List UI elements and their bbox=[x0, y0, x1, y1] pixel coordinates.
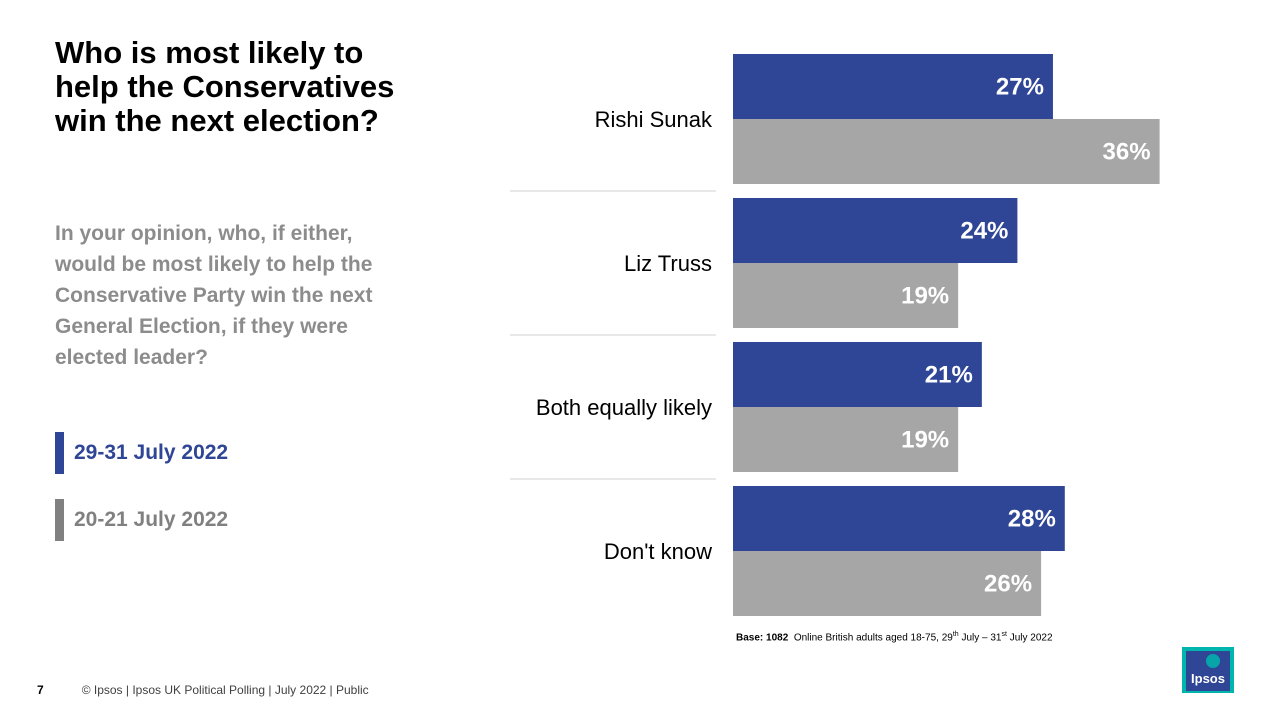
data-label-liz-truss-series-2: 19% bbox=[901, 283, 949, 310]
legend-label-recent: 29-31 July 2022 bbox=[74, 441, 229, 464]
bar-rishi-sunak-series-1 bbox=[733, 54, 1053, 119]
bar-liz-truss-series-1 bbox=[733, 198, 1018, 263]
logo-dot bbox=[1206, 654, 1220, 668]
bar-don-t-know-series-2 bbox=[733, 551, 1042, 616]
page-number: 7 bbox=[37, 683, 44, 697]
legend-item-recent: 29-31 July 2022 bbox=[55, 432, 228, 474]
data-label-rishi-sunak-series-1: 27% bbox=[996, 74, 1044, 101]
survey-question: In your opinion, who, if either, would b… bbox=[55, 222, 373, 369]
legend-swatch-previous bbox=[55, 499, 64, 541]
base-sup-1: th bbox=[952, 631, 959, 638]
base-note: Base: 1082 Online British adults aged 18… bbox=[736, 631, 1053, 643]
category-label-liz-truss: Liz Truss bbox=[624, 251, 712, 276]
bar-chart: Rishi Sunak 27% 36% Liz Truss 24% 19% Both equ… bbox=[510, 54, 1160, 616]
category-label-don-t-know: Don't know bbox=[604, 539, 712, 564]
ipsos-logo: Ipsos bbox=[1182, 647, 1234, 693]
base-label: Base: 1082 bbox=[736, 632, 789, 644]
data-label-both-equally-likely-series-1: 21% bbox=[925, 362, 973, 389]
bar-both-equally-likely-series-1 bbox=[733, 342, 982, 407]
base-text-1: Online British adults aged 18-75, 29 bbox=[793, 632, 953, 644]
legend-item-previous: 20-21 July 2022 bbox=[55, 499, 228, 541]
bar-liz-truss-series-2 bbox=[733, 263, 959, 328]
base-text-3: July 2022 bbox=[1006, 632, 1053, 644]
legend-label-previous: 20-21 July 2022 bbox=[74, 508, 229, 531]
category-label-rishi-sunak: Rishi Sunak bbox=[595, 107, 713, 132]
bar-don-t-know-series-1 bbox=[733, 486, 1065, 551]
bar-both-equally-likely-series-2 bbox=[733, 407, 959, 472]
logo-text: Ipsos bbox=[1191, 671, 1225, 686]
data-label-rishi-sunak-series-2: 36% bbox=[1103, 139, 1151, 166]
base-sup-2: st bbox=[1001, 631, 1007, 638]
data-label-don-t-know-series-1: 28% bbox=[1008, 506, 1056, 533]
footer-text: © Ipsos | Ipsos UK Political Polling | J… bbox=[81, 683, 369, 697]
page-title: Who is most likely to help the Conservat… bbox=[55, 35, 395, 138]
category-label-both-equally-likely: Both equally likely bbox=[536, 395, 712, 420]
legend-swatch-recent bbox=[55, 432, 64, 474]
data-label-both-equally-likely-series-2: 19% bbox=[901, 427, 949, 454]
bar-rishi-sunak-series-2 bbox=[733, 119, 1160, 184]
data-label-liz-truss-series-1: 24% bbox=[960, 218, 1008, 245]
data-label-don-t-know-series-2: 26% bbox=[984, 571, 1032, 598]
base-text-2: July – 31 bbox=[958, 632, 1002, 644]
footer: 7 © Ipsos | Ipsos UK Political Polling | … bbox=[37, 683, 369, 697]
